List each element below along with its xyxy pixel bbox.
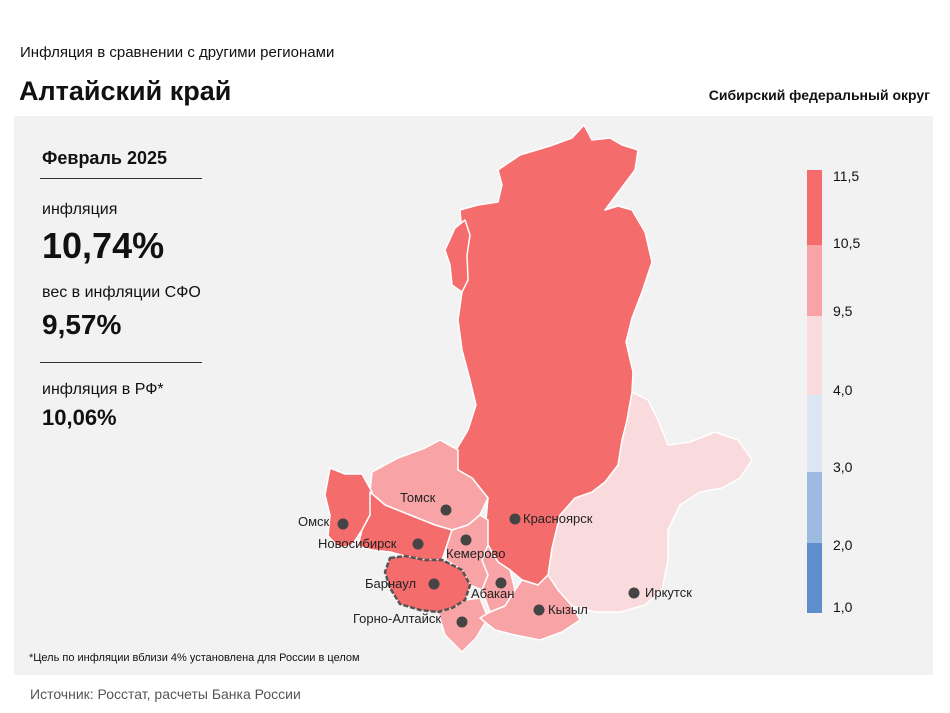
region-title: Алтайский край bbox=[19, 76, 232, 106]
rf-inflation-label: инфляция в РФ* bbox=[42, 381, 164, 398]
city-marker-abakan bbox=[495, 577, 507, 589]
legend-tick-2-0: 2,0 bbox=[833, 537, 853, 553]
city-label-tomsk: Томск bbox=[400, 490, 436, 505]
weight-value: 9,57% bbox=[42, 309, 122, 340]
legend-tick-10-5: 10,5 bbox=[833, 235, 861, 251]
city-label-omsk: Омск bbox=[298, 514, 330, 529]
weight-label: вес в инфляции СФО bbox=[42, 284, 201, 301]
legend-band-2 bbox=[807, 245, 822, 316]
footnote: *Цель по инфляции вблизи 4% установлена … bbox=[29, 652, 360, 664]
city-marker-barnaul bbox=[428, 578, 440, 590]
city-marker-kyzyl bbox=[533, 604, 545, 616]
city-marker-kemerovo bbox=[460, 534, 472, 546]
city-label-novosibirsk: Новосибирск bbox=[318, 536, 397, 551]
rf-inflation-value: 10,06% bbox=[42, 405, 117, 430]
legend-band-3 bbox=[807, 316, 822, 395]
region-omsk bbox=[324, 467, 373, 549]
legend-band-5 bbox=[807, 472, 822, 543]
city-marker-omsk bbox=[337, 518, 349, 530]
city-marker-novosibirsk bbox=[412, 538, 424, 550]
legend-band-1 bbox=[807, 170, 822, 245]
legend-tick-9-5: 9,5 bbox=[833, 303, 853, 319]
city-label-abakan: Абакан bbox=[471, 586, 514, 601]
page-subtitle: Инфляция в сравнении с другими регионами bbox=[20, 44, 335, 61]
region-tyva bbox=[479, 574, 581, 641]
city-markers bbox=[337, 504, 640, 628]
district-name: Сибирский федеральный округ bbox=[708, 87, 930, 103]
city-label-krasnoyarsk: Красноярск bbox=[523, 511, 593, 526]
inflation-value: 10,74% bbox=[42, 225, 165, 266]
city-label-kemerovo: Кемерово bbox=[446, 546, 505, 561]
region-altai-krai bbox=[383, 554, 472, 614]
source-note: Источник: Росстат, расчеты Банка России bbox=[30, 686, 301, 702]
city-label-kyzyl: Кызыл bbox=[548, 602, 588, 617]
city-marker-irkutsk bbox=[628, 587, 640, 599]
city-label-barnaul: Барнаул bbox=[365, 576, 416, 591]
divider-bottom bbox=[40, 362, 202, 363]
city-marker-krasnoyarsk bbox=[509, 513, 521, 525]
legend-tick-4-0: 4,0 bbox=[833, 382, 853, 398]
city-marker-gorno-altaysk bbox=[456, 616, 468, 628]
legend-tick-3-0: 3,0 bbox=[833, 459, 853, 475]
city-label-irkutsk: Иркутск bbox=[645, 585, 692, 600]
inflation-label: инфляция bbox=[42, 201, 118, 218]
legend-band-6 bbox=[807, 543, 822, 613]
period-label: Февраль 2025 bbox=[42, 148, 167, 168]
legend-tick-11-5: 11,5 bbox=[833, 168, 860, 184]
city-labels: Томск Омск Новосибирск Красноярск Кемеро… bbox=[298, 490, 692, 626]
city-marker-tomsk bbox=[440, 504, 452, 516]
region-krasnoyarsk-peninsula bbox=[444, 219, 471, 293]
divider-top bbox=[40, 178, 202, 179]
city-label-gorno-altaysk: Горно-Алтайск bbox=[353, 611, 441, 626]
legend-scale bbox=[807, 170, 822, 613]
legend-tick-1-0: 1,0 bbox=[833, 599, 853, 615]
legend-band-4 bbox=[807, 395, 822, 472]
